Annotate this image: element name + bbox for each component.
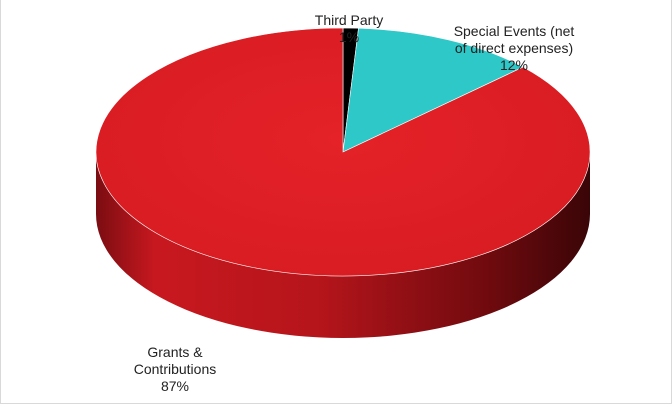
slice-name-label: Contributions [134,361,217,377]
pie-slice-grants-contributions[interactable] [95,27,591,277]
slice-percent-label: 1% [339,29,359,45]
pie-side-wall-grants [96,152,590,338]
pie-top-face [95,27,591,277]
slice-name-label: of direct expenses) [455,40,573,56]
pie-slice-special-events-net-of-direct-expenses-[interactable] [342,27,524,153]
slice-name-label: Grants & [147,344,203,360]
slice-percent-label: 87% [161,378,189,394]
slice-percent-label: 12% [500,57,528,73]
slice-name-label: Special Events (net [454,23,575,39]
slice-name-label: Third Party [315,12,383,28]
pie-side-wall [96,152,590,338]
